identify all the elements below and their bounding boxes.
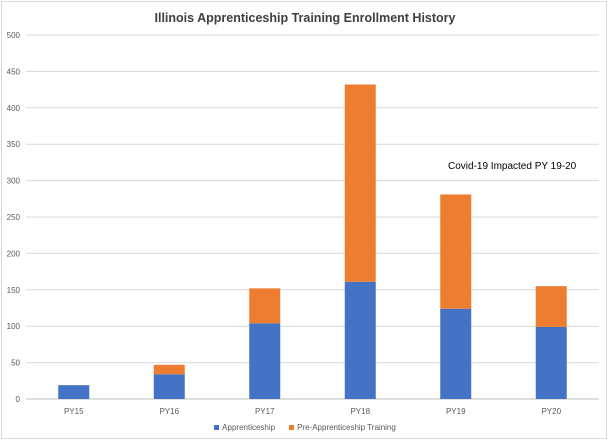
bar-apprenticeship xyxy=(440,308,472,399)
legend-swatch-apprenticeship xyxy=(214,425,220,430)
bar-pre-apprenticeship xyxy=(344,84,376,282)
bar-pre-apprenticeship xyxy=(440,194,472,309)
legend-item-apprenticeship: Apprenticeship xyxy=(214,423,275,432)
x-tick-label: PY16 xyxy=(159,407,179,416)
bar-apprenticeship xyxy=(344,281,376,399)
legend-swatch-pre-apprenticeship xyxy=(289,425,295,430)
bar-pre-apprenticeship xyxy=(153,364,185,375)
legend: Apprenticeship Pre-Apprenticeship Traini… xyxy=(2,423,608,432)
legend-item-pre-apprenticeship: Pre-Apprenticeship Training xyxy=(289,423,396,432)
y-tick-label: 50 xyxy=(11,359,20,368)
y-tick-label: 100 xyxy=(7,322,21,331)
y-tick-label: 450 xyxy=(7,67,21,76)
legend-label-pre-apprenticeship: Pre-Apprenticeship Training xyxy=(297,423,396,432)
chart-title: Illinois Apprenticeship Training Enrollm… xyxy=(154,11,456,25)
bar-apprenticeship xyxy=(249,323,281,399)
legend-label-apprenticeship: Apprenticeship xyxy=(222,423,276,432)
y-tick-label: 250 xyxy=(7,213,21,222)
y-tick-label: 300 xyxy=(7,177,21,186)
bar-apprenticeship xyxy=(535,326,567,399)
y-tick-label: 400 xyxy=(7,104,21,113)
y-tick-label: 200 xyxy=(7,249,21,258)
annotation-covid: Covid-19 Impacted PY 19-20 xyxy=(448,161,577,172)
x-tick-label: PY20 xyxy=(541,407,561,416)
x-tick-label: PY18 xyxy=(350,407,370,416)
x-tick-label: PY15 xyxy=(64,407,84,416)
bar-pre-apprenticeship xyxy=(535,286,567,327)
y-tick-label: 350 xyxy=(7,140,21,149)
x-tick-label: PY17 xyxy=(255,407,275,416)
y-tick-label: 0 xyxy=(16,395,21,404)
bar-apprenticeship xyxy=(58,385,90,399)
x-tick-label: PY19 xyxy=(446,407,466,416)
y-tick-label: 500 xyxy=(7,31,21,40)
y-tick-label: 150 xyxy=(7,286,21,295)
bar-pre-apprenticeship xyxy=(249,288,281,324)
bar-apprenticeship xyxy=(153,374,185,399)
